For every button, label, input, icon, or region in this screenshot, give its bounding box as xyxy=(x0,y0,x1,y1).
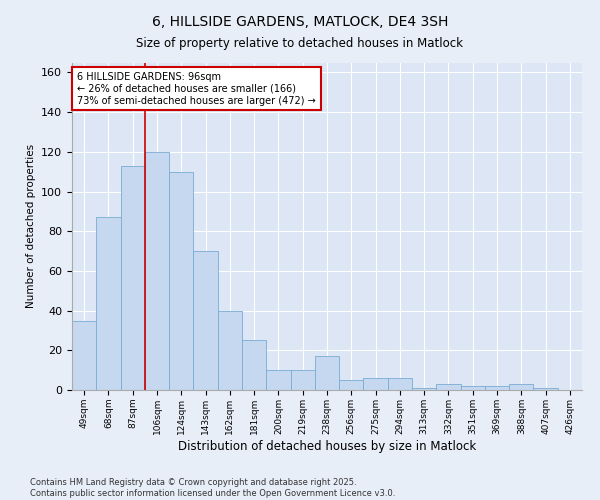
Bar xyxy=(364,378,388,390)
Bar xyxy=(412,388,436,390)
Bar xyxy=(339,380,364,390)
Bar xyxy=(290,370,315,390)
Bar xyxy=(388,378,412,390)
Bar xyxy=(96,218,121,390)
Bar xyxy=(485,386,509,390)
Y-axis label: Number of detached properties: Number of detached properties xyxy=(26,144,35,308)
X-axis label: Distribution of detached houses by size in Matlock: Distribution of detached houses by size … xyxy=(178,440,476,452)
Bar xyxy=(218,310,242,390)
Bar xyxy=(169,172,193,390)
Bar xyxy=(266,370,290,390)
Bar xyxy=(436,384,461,390)
Text: 6, HILLSIDE GARDENS, MATLOCK, DE4 3SH: 6, HILLSIDE GARDENS, MATLOCK, DE4 3SH xyxy=(152,15,448,29)
Bar xyxy=(145,152,169,390)
Bar xyxy=(509,384,533,390)
Text: Size of property relative to detached houses in Matlock: Size of property relative to detached ho… xyxy=(137,38,464,51)
Text: Contains HM Land Registry data © Crown copyright and database right 2025.
Contai: Contains HM Land Registry data © Crown c… xyxy=(30,478,395,498)
Bar xyxy=(72,320,96,390)
Text: 6 HILLSIDE GARDENS: 96sqm
← 26% of detached houses are smaller (166)
73% of semi: 6 HILLSIDE GARDENS: 96sqm ← 26% of detac… xyxy=(77,72,316,106)
Bar xyxy=(461,386,485,390)
Bar xyxy=(533,388,558,390)
Bar xyxy=(242,340,266,390)
Bar xyxy=(315,356,339,390)
Bar xyxy=(121,166,145,390)
Bar xyxy=(193,251,218,390)
